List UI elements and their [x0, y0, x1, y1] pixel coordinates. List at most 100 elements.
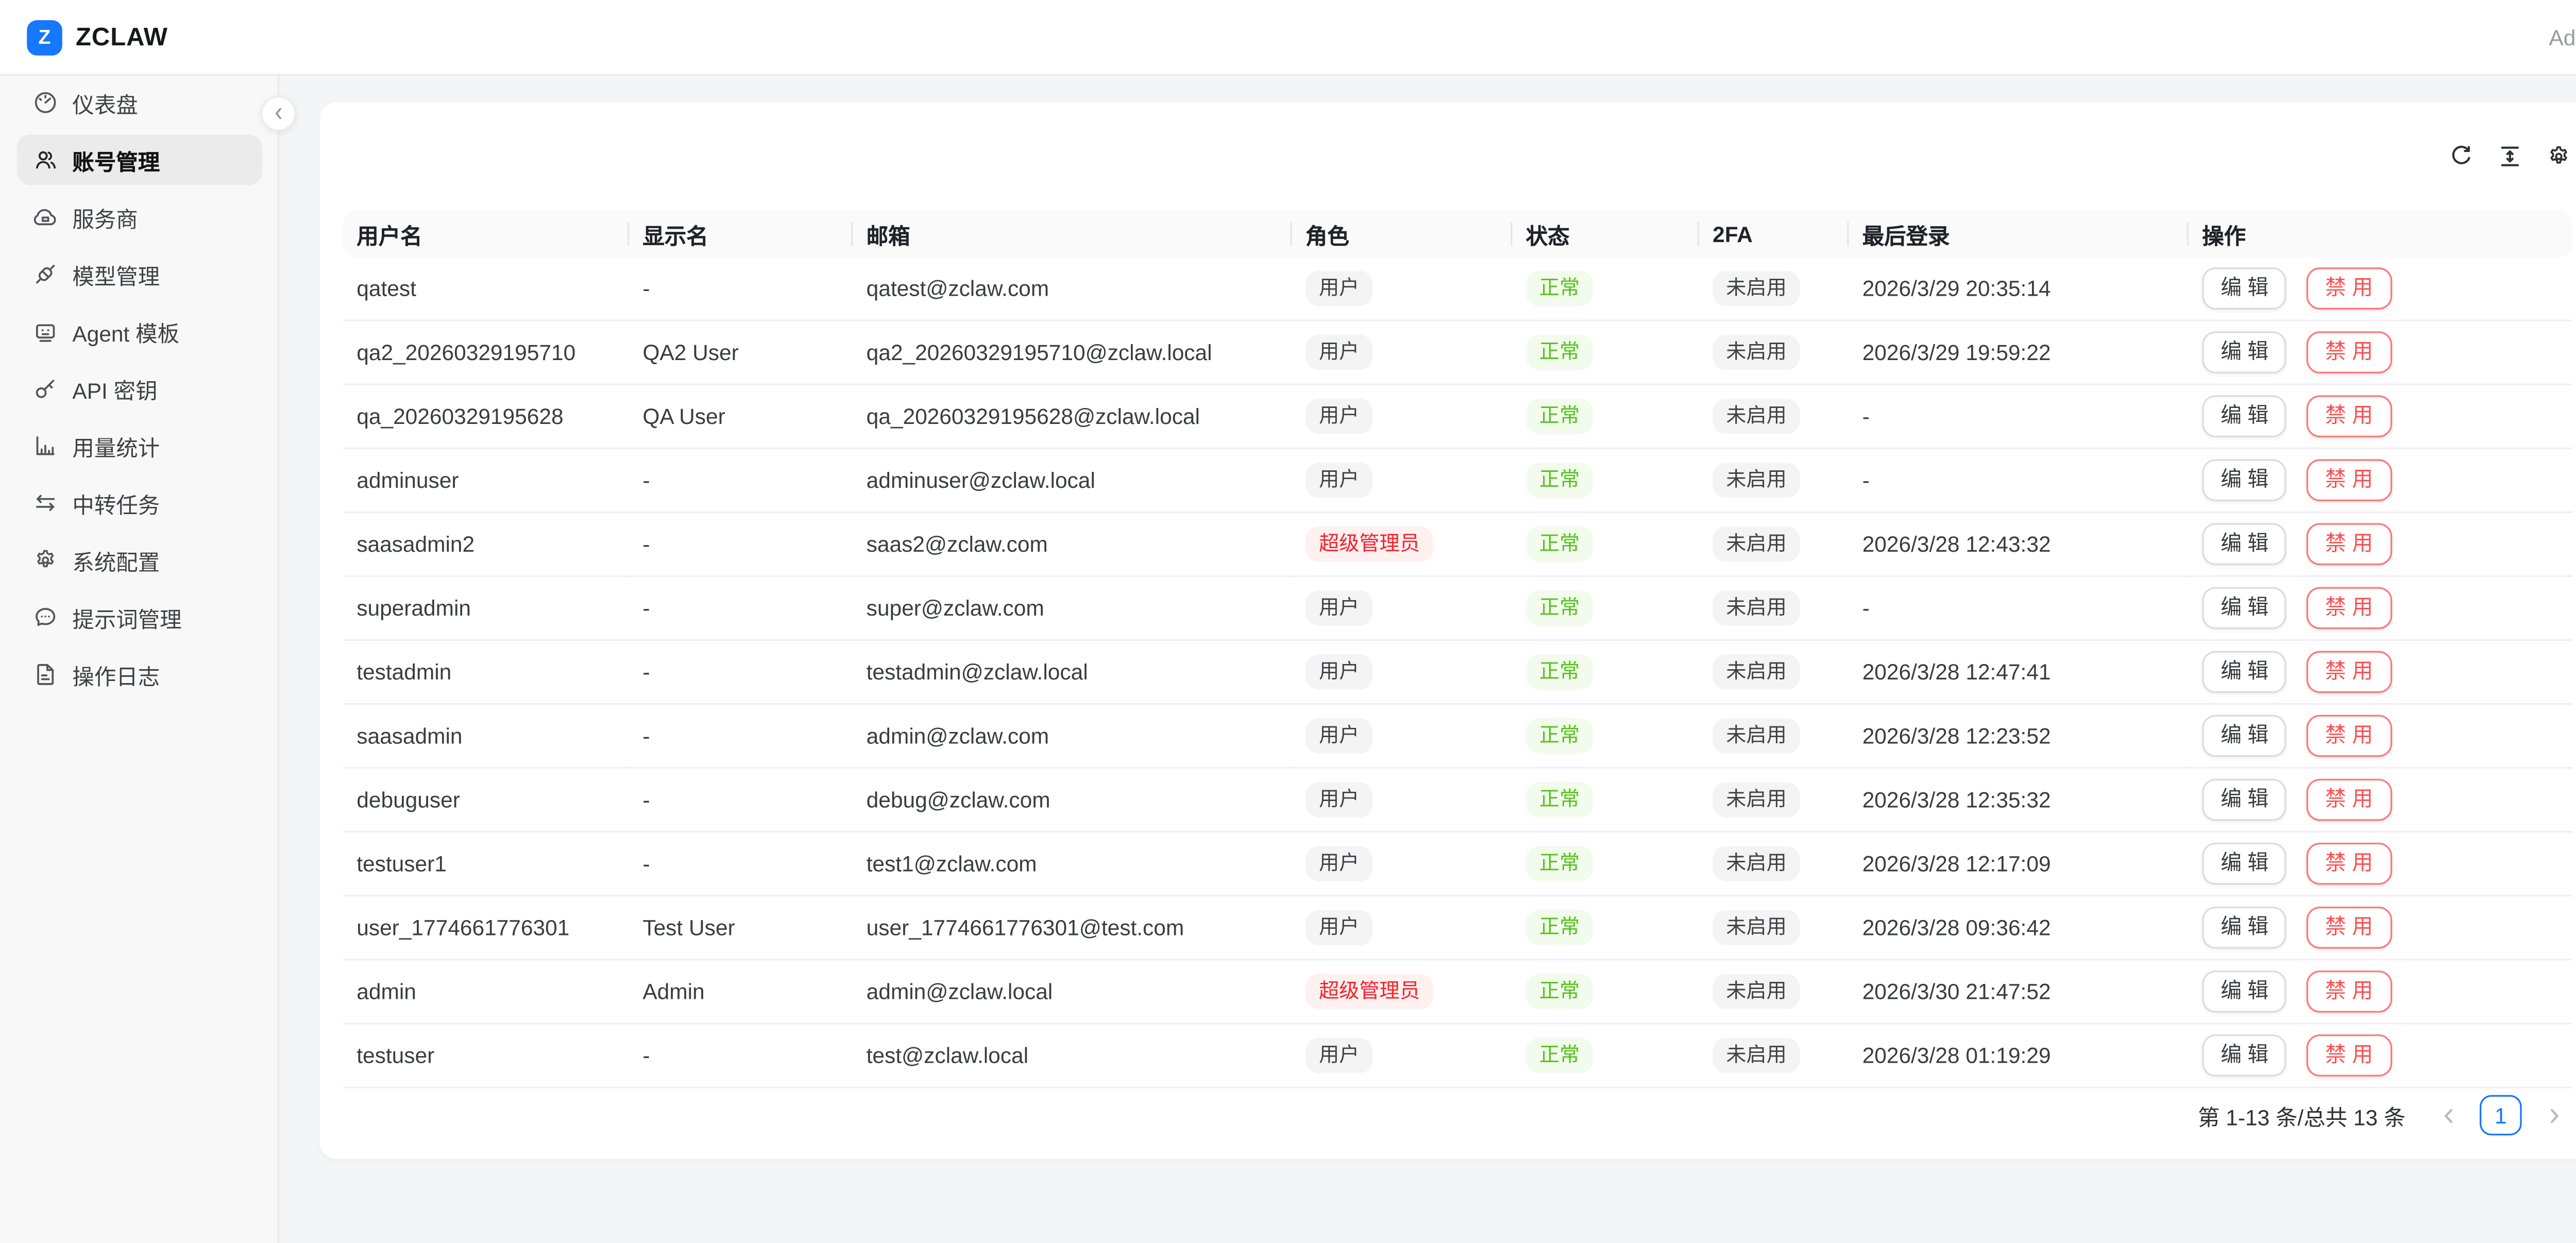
status-badge: 正常	[1526, 910, 1594, 946]
sidebar-collapse-button[interactable]	[261, 96, 296, 131]
col-2fa: 2FA	[1699, 210, 1849, 258]
cell-role: 用户	[1292, 769, 1513, 833]
status-badge: 正常	[1526, 718, 1594, 754]
cell-actions: 编 辑 禁 用	[2189, 321, 2572, 385]
edit-button[interactable]: 编 辑	[2202, 1034, 2287, 1077]
pagination-prev-button[interactable]	[2429, 1095, 2466, 1135]
twofa-badge: 未启用	[1713, 846, 1800, 882]
edit-button[interactable]: 编 辑	[2202, 778, 2287, 821]
sidebar-item-accounts[interactable]: 账号管理	[16, 134, 263, 185]
twofa-badge: 未启用	[1713, 590, 1800, 626]
status-badge: 正常	[1526, 654, 1594, 690]
role-badge: 用户	[1305, 846, 1373, 882]
edit-button[interactable]: 编 辑	[2202, 523, 2287, 566]
cell-username: admin	[343, 960, 630, 1025]
sidebar-item-relay-tasks[interactable]: 中转任务	[17, 478, 263, 528]
col-role: 角色	[1292, 210, 1513, 258]
sidebar-item-label: 模型管理	[72, 263, 160, 288]
sidebar-item-models[interactable]: 模型管理	[17, 249, 263, 299]
edit-button[interactable]: 编 辑	[2202, 267, 2287, 310]
edit-button[interactable]: 编 辑	[2202, 651, 2287, 693]
disable-button[interactable]: 禁 用	[2307, 523, 2392, 566]
cell-email: adminuser@zclaw.local	[853, 449, 1292, 513]
disable-button[interactable]: 禁 用	[2307, 714, 2392, 757]
table-row: qa_20260329195628 QA User qa_20260329195…	[343, 385, 2572, 449]
cell-2fa: 未启用	[1699, 449, 1849, 513]
pagination-next-button[interactable]	[2535, 1095, 2572, 1135]
cell-last-login: -	[1849, 449, 2189, 513]
table-row: qatest - qatest@zclaw.com 用户 正常 未启用 2026…	[343, 258, 2572, 321]
disable-button[interactable]: 禁 用	[2307, 970, 2392, 1013]
sidebar-item-prompts[interactable]: 提示词管理	[17, 592, 263, 642]
message-icon	[36, 608, 56, 626]
table-row: user_1774661776301 Test User user_177466…	[343, 896, 2572, 961]
sidebar-item-audit-logs[interactable]: 操作日志	[17, 649, 263, 700]
cell-display-name: -	[629, 577, 853, 641]
cell-role: 用户	[1292, 321, 1513, 385]
disable-button[interactable]: 禁 用	[2307, 906, 2392, 949]
refresh-button[interactable]	[2448, 143, 2475, 170]
cell-display-name: QA User	[629, 385, 853, 449]
disable-button[interactable]: 禁 用	[2307, 587, 2392, 629]
col-displayname: 显示名	[629, 210, 853, 258]
cell-2fa: 未启用	[1699, 1025, 1849, 1088]
disable-button[interactable]: 禁 用	[2307, 842, 2392, 885]
edit-button[interactable]: 编 辑	[2202, 842, 2287, 885]
disable-button[interactable]: 禁 用	[2307, 267, 2392, 310]
disable-button[interactable]: 禁 用	[2307, 651, 2392, 693]
edit-button[interactable]: 编 辑	[2202, 331, 2287, 373]
swap-icon	[36, 495, 55, 511]
disable-button[interactable]: 禁 用	[2307, 1034, 2392, 1077]
cell-username: testuser1	[343, 832, 630, 897]
sidebar-item-system-config[interactable]: 系统配置	[17, 535, 263, 585]
edit-button[interactable]: 编 辑	[2202, 970, 2287, 1013]
disable-button[interactable]: 禁 用	[2307, 459, 2392, 502]
cell-2fa: 未启用	[1699, 832, 1849, 897]
cell-email: test1@zclaw.com	[853, 832, 1292, 897]
status-badge: 正常	[1526, 462, 1594, 498]
pagination: 第 1-13 条/总共 13 条 1	[343, 1095, 2572, 1136]
cell-username: testadmin	[343, 641, 630, 705]
pagination-page-1[interactable]: 1	[2480, 1095, 2522, 1136]
sidebar-item-agent-templates[interactable]: Agent 模板	[17, 306, 263, 356]
users-icon	[36, 151, 56, 169]
cell-2fa: 未启用	[1699, 641, 1849, 705]
edit-button[interactable]: 编 辑	[2202, 459, 2287, 502]
cell-status: 正常	[1512, 513, 1699, 577]
cell-role: 用户	[1292, 641, 1513, 705]
cell-email: testadmin@zclaw.local	[853, 641, 1292, 705]
brand-name: ZCLAW	[75, 23, 168, 52]
sidebar-item-label: 账号管理	[72, 148, 160, 174]
status-badge: 正常	[1526, 974, 1594, 1010]
cell-username: debuguser	[343, 769, 630, 833]
cell-role: 超级管理员	[1292, 513, 1513, 577]
edit-button[interactable]: 编 辑	[2202, 906, 2287, 949]
cell-email: qa_20260329195628@zclaw.local	[853, 385, 1292, 449]
table-row: admin Admin admin@zclaw.local 超级管理员 正常 未…	[343, 960, 2572, 1025]
plug-icon	[36, 265, 55, 284]
cell-display-name: -	[629, 769, 853, 833]
status-badge: 正常	[1526, 590, 1594, 626]
edit-button[interactable]: 编 辑	[2202, 587, 2287, 629]
cell-role: 用户	[1292, 896, 1513, 961]
edit-button[interactable]: 编 辑	[2202, 714, 2287, 757]
sidebar-item-dashboard[interactable]: 仪表盘	[17, 77, 263, 128]
sidebar-item-label: 操作日志	[72, 663, 160, 689]
table-row: adminuser - adminuser@zclaw.local 用户 正常 …	[343, 449, 2572, 513]
sidebar-item-usage-stats[interactable]: 用量统计	[17, 420, 263, 471]
sidebar-item-api-keys[interactable]: API 密钥	[17, 363, 263, 414]
sidebar-item-label: 服务商	[72, 206, 138, 231]
disable-button[interactable]: 禁 用	[2307, 395, 2392, 437]
disable-button[interactable]: 禁 用	[2307, 331, 2392, 373]
cell-display-name: -	[629, 705, 853, 769]
cell-display-name: -	[629, 832, 853, 897]
column-height-button[interactable]	[2497, 143, 2523, 170]
cell-status: 正常	[1512, 960, 1699, 1025]
sidebar-item-providers[interactable]: 服务商	[17, 192, 263, 242]
user-menu[interactable]: Admin	[2549, 24, 2576, 50]
edit-button[interactable]: 编 辑	[2202, 395, 2287, 437]
cell-last-login: 2026/3/29 20:35:14	[1849, 258, 2189, 321]
disable-button[interactable]: 禁 用	[2307, 778, 2392, 821]
table-settings-button[interactable]	[2545, 143, 2572, 170]
pagination-summary: 第 1-13 条/总共 13 条	[2197, 1104, 2406, 1130]
